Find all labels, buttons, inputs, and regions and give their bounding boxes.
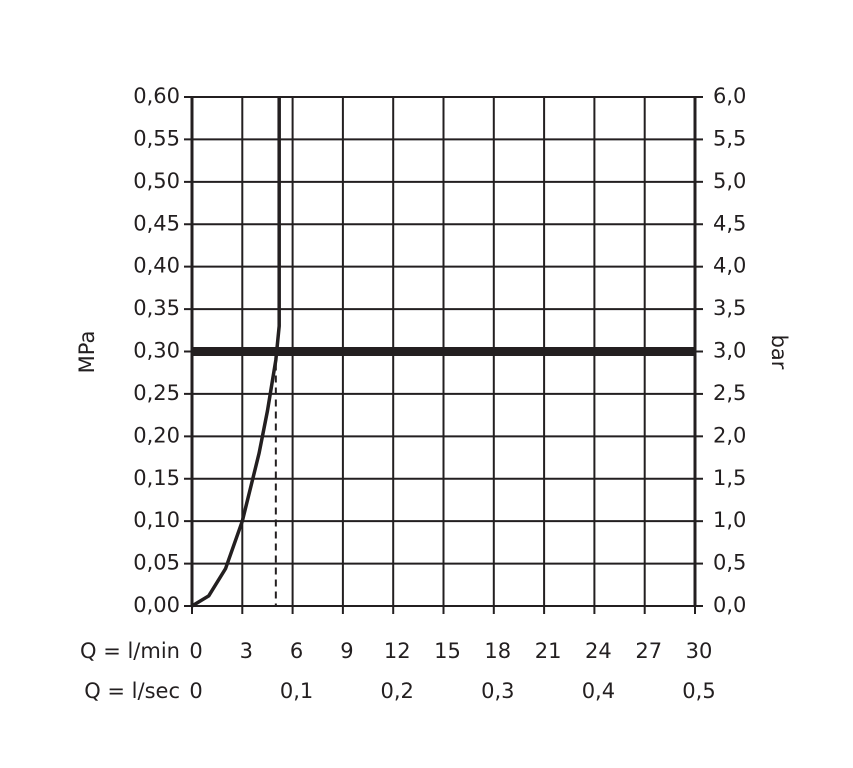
- y2-tick-label: 5,0: [713, 169, 746, 193]
- y-tick-label: 0,10: [133, 508, 180, 532]
- curve: [191, 97, 281, 608]
- y-axis-label: MPa: [75, 331, 99, 374]
- x2-tick-label: 0,1: [280, 679, 313, 703]
- y2-tick-label: 5,5: [713, 126, 746, 150]
- x2-tick-label: 0,5: [682, 679, 715, 703]
- y2-tick-label: 2,5: [713, 381, 746, 405]
- x-tick-label: 0: [189, 639, 202, 663]
- x2-tick-label: 0,3: [481, 679, 514, 703]
- x2-axis-label: Q = l/sec: [84, 679, 180, 703]
- x-tick-label: 21: [535, 639, 562, 663]
- y2-tick-label: 3,5: [713, 296, 746, 320]
- x-tick-label: 15: [434, 639, 461, 663]
- x-axis-label: Q = l/min: [80, 639, 180, 663]
- x-tick-label: 27: [635, 639, 662, 663]
- x-tick-label: 18: [484, 639, 511, 663]
- y2-tick-label: 0,5: [713, 551, 746, 575]
- y-tick-label: 0,60: [133, 84, 180, 108]
- y-tick-label: 0,00: [133, 593, 180, 617]
- y2-tick-label: 4,0: [713, 254, 746, 278]
- x-tick-label: 9: [340, 639, 353, 663]
- x2-tick-label: 0: [189, 679, 202, 703]
- y-tick-label: 0,05: [133, 551, 180, 575]
- y2-tick-label: 3,0: [713, 339, 746, 363]
- y-tick-label: 0,55: [133, 126, 180, 150]
- y2-tick-label: 4,5: [713, 211, 746, 235]
- y-tick-label: 0,20: [133, 423, 180, 447]
- y-tick-label: 0,25: [133, 381, 180, 405]
- x-tick-label: 24: [585, 639, 612, 663]
- y-tick-label: 0,50: [133, 169, 180, 193]
- y-tick-label: 0,30: [133, 339, 180, 363]
- x-tick-label: 12: [384, 639, 411, 663]
- y-tick-label: 0,15: [133, 466, 180, 490]
- x-tick-label: 6: [290, 639, 303, 663]
- y-tick-label: 0,45: [133, 211, 180, 235]
- x2-tick-label: 0,4: [582, 679, 615, 703]
- y2-tick-label: 2,0: [713, 423, 746, 447]
- x-tick-label: 30: [686, 639, 713, 663]
- y-tick-label: 0,40: [133, 254, 180, 278]
- x-tick-label: 3: [240, 639, 253, 663]
- y2-axis-label: bar: [767, 335, 791, 370]
- y-tick-label: 0,35: [133, 296, 180, 320]
- y2-tick-label: 6,0: [713, 84, 746, 108]
- y2-tick-label: 1,5: [713, 466, 746, 490]
- y2-tick-label: 1,0: [713, 508, 746, 532]
- y2-tick-label: 0,0: [713, 593, 746, 617]
- x2-tick-label: 0,2: [380, 679, 413, 703]
